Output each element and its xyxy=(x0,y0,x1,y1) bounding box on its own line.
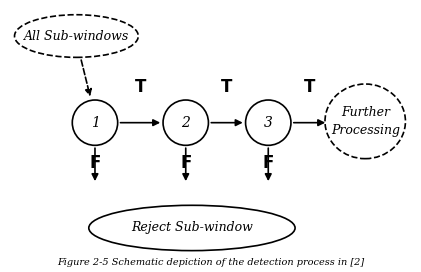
Text: T: T xyxy=(221,78,233,96)
Text: F: F xyxy=(180,154,192,172)
Text: 2: 2 xyxy=(181,116,190,130)
Ellipse shape xyxy=(245,100,291,145)
Text: F: F xyxy=(89,154,101,172)
Ellipse shape xyxy=(14,15,138,57)
Text: 1: 1 xyxy=(91,116,99,130)
Text: Figure 2-5 Schematic depiction of the detection process in [2]: Figure 2-5 Schematic depiction of the de… xyxy=(57,258,364,267)
Text: T: T xyxy=(304,78,315,96)
Text: Further
Processing: Further Processing xyxy=(331,106,400,137)
Text: F: F xyxy=(263,154,274,172)
Text: All Sub-windows: All Sub-windows xyxy=(24,30,129,42)
Text: 3: 3 xyxy=(264,116,273,130)
Ellipse shape xyxy=(89,205,295,251)
Text: T: T xyxy=(135,78,146,96)
Text: Reject Sub-window: Reject Sub-window xyxy=(131,221,253,234)
Ellipse shape xyxy=(325,84,405,159)
Ellipse shape xyxy=(163,100,208,145)
Ellipse shape xyxy=(72,100,118,145)
